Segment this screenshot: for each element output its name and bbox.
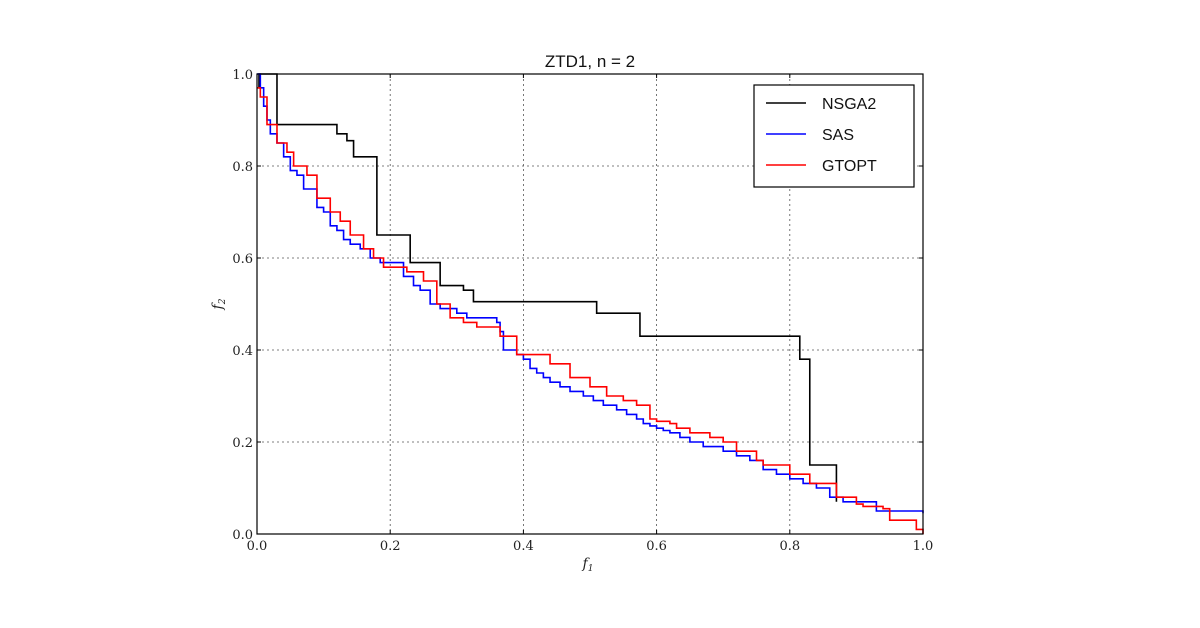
x-tick-label: 0.8 [779,539,800,554]
x-tick-label: 0.4 [513,539,534,554]
legend-label-nsga2: NSGA2 [822,96,876,113]
y-tick-label: 0.8 [232,160,253,175]
ticks: 0.0 0.2 0.4 0.6 0.8 1.0 0.0 0.2 0.4 0.6 0.8 1.0 [232,68,933,554]
x-tick-label: 0.2 [380,539,401,554]
legend: NSGA2 SAS GTOPT [753,84,915,188]
legend-label-sas: SAS [822,127,854,144]
y-tick-label: 1.0 [232,68,253,83]
x-axis-label-sub: 1 [588,564,594,574]
x-tick-label: 0.0 [247,539,268,554]
x-tick-label: 1.0 [913,539,934,554]
series-gtopt-line [257,87,924,534]
series-layer [257,73,924,534]
x-axis-label-main: f [582,556,591,572]
y-axis-label-main: f [210,301,226,310]
legend-label-gtopt: GTOPT [822,158,877,175]
y-tick-label: 0.0 [232,528,253,543]
y-tick-label: 0.4 [232,344,253,359]
x-axis-label: f1 [582,556,594,574]
y-tick-label: 0.6 [232,252,253,267]
plot-frame [256,73,924,535]
y-axis-label-sub: 2 [218,298,228,305]
legend-box [753,84,915,188]
y-axis-label: f2 [210,298,228,310]
series-nsga2-line [257,73,838,502]
y-tick-label: 0.2 [232,436,253,451]
chart-title: ZTD1, n = 2 [545,52,635,71]
x-tick-label: 0.6 [646,539,667,554]
